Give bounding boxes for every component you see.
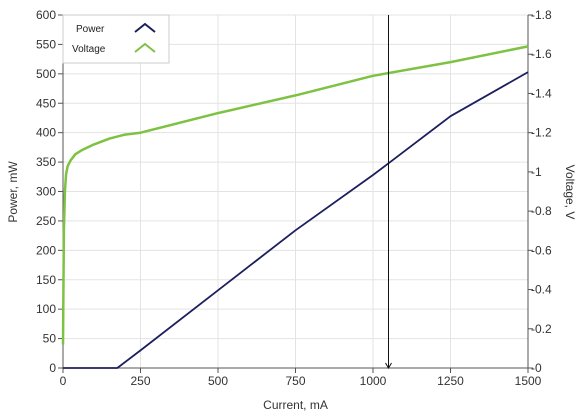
y-right-tick-label: -1.2 [531,126,552,140]
series [61,45,529,369]
y-left-tick-label: 250 [36,214,56,228]
x-tick-label: 250 [130,374,150,388]
y-left-tick-label: 350 [36,155,56,169]
y-left-tick-label: 50 [43,332,57,346]
y-left-tick-label: 300 [36,185,56,199]
y-right-tick-label: -0 [531,361,542,375]
y-right-tick-label: -0.4 [531,283,552,297]
y-left-tick-label: 550 [36,37,56,51]
series-line-voltage [61,45,529,345]
legend-icon-power [134,22,156,33]
x-tick-label: 1000 [360,374,387,388]
y-left-axis-title: Power, mW [6,161,20,223]
y-right-tick-label: -1 [531,165,542,179]
y-right-tick-label: -0.6 [531,243,552,257]
y-right-ticks: -0 -0.2 -0.4 -0.6 -0.8 -1 -1.2 -1.4 -1.6 -1.8 [528,8,552,375]
x-ticks: 0 250 500 750 1000 1250 1500 [60,368,542,388]
y-right-tick-label: -1.8 [531,8,552,22]
y-right-tick-label: -1.4 [531,86,552,100]
x-tick-label: 500 [208,374,228,388]
legend-icon-voltage [134,42,156,53]
y-left-tick-label: 0 [49,361,56,375]
y-right-tick-label: -1.6 [531,47,552,61]
x-tick-label: 1250 [437,374,464,388]
y-left-tick-label: 150 [36,273,56,287]
legend: Power Voltage [62,14,170,64]
series-line-power [63,71,529,369]
y-right-axis-title: Voltage, V [563,165,577,220]
y-left-tick-label: 200 [36,243,56,257]
y-right-tick-label: -0.8 [531,204,552,218]
legend-label-power: Power [76,24,105,35]
y-left-tick-label: 100 [36,302,56,316]
x-tick-label: 750 [285,374,305,388]
legend-box [62,14,170,64]
y-left-tick-label: 600 [36,8,56,22]
y-left-tick-label: 400 [36,126,56,140]
y-left-tick-label: 450 [36,96,56,110]
x-tick-label: 0 [60,374,67,388]
y-left-ticks: 0 50 100 150 200 250 300 350 400 450 500 550 600 [36,8,63,375]
x-tick-label: 1500 [515,374,542,388]
x-axis-title: Current, mA [263,398,328,412]
cursor-arrow-icon [385,362,392,369]
y-right-tick-label: -0.2 [531,322,552,336]
legend-label-voltage: Voltage [72,44,106,55]
y-left-tick-label: 500 [36,67,56,81]
